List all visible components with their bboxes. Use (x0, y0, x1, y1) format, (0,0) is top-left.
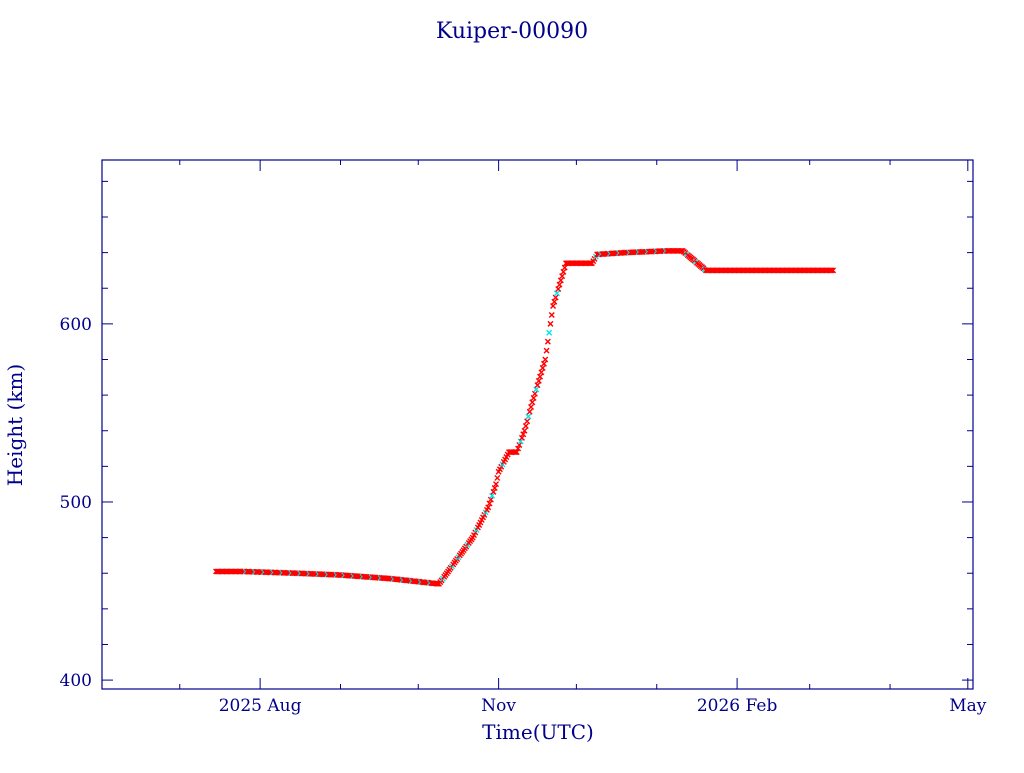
data-point (542, 356, 549, 363)
data-point (552, 294, 559, 301)
data-point (830, 267, 837, 274)
data-point (556, 281, 563, 288)
x-axis-label: Time(UTC) (482, 720, 594, 744)
data-point (551, 298, 558, 305)
data-point (516, 441, 523, 448)
data-point (535, 377, 542, 384)
series-layer (213, 247, 837, 587)
data-point (550, 303, 557, 310)
data-point (538, 369, 545, 376)
series-points (213, 247, 837, 587)
x-tick-label: 2025 Aug (219, 696, 302, 716)
data-point (548, 311, 555, 318)
data-point (524, 418, 531, 425)
data-point (490, 488, 497, 495)
data-point (528, 403, 535, 410)
data-point (486, 500, 493, 507)
data-point (520, 431, 527, 438)
data-point (559, 273, 566, 280)
data-point (540, 360, 547, 367)
data-point (546, 329, 553, 336)
data-point (555, 285, 562, 292)
x-axis-tick-labels: 2025 Aug Nov 2026 Feb May (219, 696, 987, 716)
data-point (557, 277, 564, 284)
x-tick-label: Nov (481, 696, 516, 716)
chart-title: Kuiper-00090 (436, 19, 588, 44)
data-point (560, 268, 567, 275)
data-point (521, 427, 528, 434)
x-axis-ticks (179, 160, 969, 689)
data-point (491, 485, 498, 492)
data-point (547, 320, 554, 327)
data-point (518, 434, 525, 441)
data-point (539, 365, 546, 372)
data-point (531, 390, 538, 397)
data-point (493, 481, 500, 488)
y-tick-label: 400 (60, 671, 92, 691)
data-point (525, 413, 532, 420)
data-point (534, 382, 541, 389)
y-axis-tick-labels: 400 500 600 (60, 315, 92, 691)
y-axis-ticks (102, 180, 973, 681)
data-point (530, 394, 537, 401)
data-point (515, 445, 522, 452)
data-point (544, 338, 551, 345)
data-point (513, 449, 520, 456)
y-tick-label: 500 (60, 493, 92, 513)
data-point (517, 438, 524, 445)
data-point (537, 373, 544, 380)
data-point (553, 290, 560, 297)
data-point (526, 408, 533, 415)
data-point (485, 504, 492, 511)
data-point (543, 347, 550, 354)
data-point (487, 496, 494, 503)
x-tick-label: May (949, 696, 987, 716)
y-tick-label: 600 (60, 315, 92, 335)
data-point (529, 399, 536, 406)
x-tick-label: 2026 Feb (697, 696, 778, 716)
data-point (533, 386, 540, 393)
plot-frame (101, 159, 974, 690)
data-point (522, 422, 529, 429)
data-point (828, 267, 835, 274)
y-axis-label: Height (km) (3, 364, 27, 486)
data-point (494, 474, 501, 481)
data-point (489, 492, 496, 499)
